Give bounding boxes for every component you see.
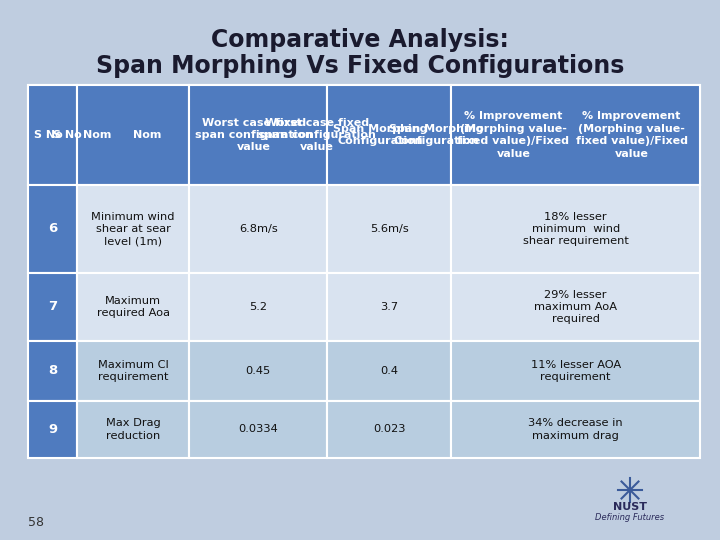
Bar (77, 185, 189, 273)
Bar (189, 341, 327, 401)
Text: 9: 9 (48, 423, 57, 436)
Bar (327, 273, 451, 341)
Text: Nom: Nom (83, 130, 112, 140)
Bar (327, 401, 451, 458)
Text: Max Drag
reduction: Max Drag reduction (106, 418, 161, 441)
Bar (28, 273, 77, 341)
Text: 0.4: 0.4 (380, 366, 398, 376)
Text: Maximum Cl
requirement: Maximum Cl requirement (98, 360, 168, 382)
Text: 11% lesser AOA
requirement: 11% lesser AOA requirement (531, 360, 621, 382)
Bar (77, 341, 189, 401)
Text: Span Morphing Vs Fixed Configurations: Span Morphing Vs Fixed Configurations (96, 54, 624, 78)
Text: 0.0334: 0.0334 (238, 424, 278, 435)
Text: Span Morphing
Configuration: Span Morphing Configuration (390, 124, 484, 146)
Bar (77, 85, 189, 185)
Text: 34% decrease in
maximum drag: 34% decrease in maximum drag (528, 418, 623, 441)
Text: Defining Futures: Defining Futures (595, 513, 665, 522)
Text: S No: S No (53, 130, 81, 140)
Bar (189, 401, 327, 458)
Text: % Improvement
(Morphing value-
fixed value)/Fixed
value: % Improvement (Morphing value- fixed val… (457, 111, 570, 159)
Text: Worst case fixed
span configuration
value: Worst case fixed span configuration valu… (258, 118, 376, 152)
Bar (28, 401, 77, 458)
Text: 3.7: 3.7 (380, 302, 398, 312)
Bar (451, 85, 700, 185)
Bar (77, 85, 189, 185)
Text: 29% lesser
maximum AoA
required: 29% lesser maximum AoA required (534, 289, 617, 325)
Text: 5.6m/s: 5.6m/s (370, 224, 408, 234)
Text: 6.8m/s: 6.8m/s (239, 224, 277, 234)
Text: 5.2: 5.2 (249, 302, 267, 312)
Bar (28, 85, 77, 185)
Bar (451, 341, 700, 401)
Bar (189, 273, 327, 341)
Bar (451, 85, 700, 185)
Text: 18% lesser
minimum  wind
shear requirement: 18% lesser minimum wind shear requiremen… (523, 212, 629, 246)
Text: Minimum wind
shear at sear
level (1m): Minimum wind shear at sear level (1m) (91, 212, 175, 246)
Text: 8: 8 (48, 364, 57, 377)
Text: S No: S No (34, 130, 63, 140)
Bar (189, 185, 327, 273)
Text: 0.45: 0.45 (246, 366, 271, 376)
Bar (28, 185, 77, 273)
Bar (189, 85, 327, 185)
Text: Worst case fixed
span configuration
value: Worst case fixed span configuration valu… (195, 118, 313, 152)
Bar (77, 273, 189, 341)
Text: Comparative Analysis:: Comparative Analysis: (211, 28, 509, 52)
Text: Maximum
required Aoa: Maximum required Aoa (96, 296, 170, 318)
Bar (327, 341, 451, 401)
Bar (451, 273, 700, 341)
Text: 7: 7 (48, 300, 57, 314)
Bar (451, 185, 700, 273)
Text: 0.023: 0.023 (373, 424, 405, 435)
Text: NUST: NUST (613, 502, 647, 512)
Text: Span Morphing
Configuration: Span Morphing Configuration (333, 124, 428, 146)
Bar (327, 85, 451, 185)
Text: Nom: Nom (133, 130, 161, 140)
Bar (28, 341, 77, 401)
Text: 58: 58 (28, 516, 44, 529)
Bar (327, 85, 451, 185)
Bar (451, 401, 700, 458)
Bar (77, 401, 189, 458)
Text: % Improvement
(Morphing value-
fixed value)/Fixed
value: % Improvement (Morphing value- fixed val… (576, 111, 688, 159)
Bar (327, 185, 451, 273)
Bar (189, 85, 327, 185)
Text: 6: 6 (48, 222, 57, 235)
Bar (28, 85, 77, 185)
